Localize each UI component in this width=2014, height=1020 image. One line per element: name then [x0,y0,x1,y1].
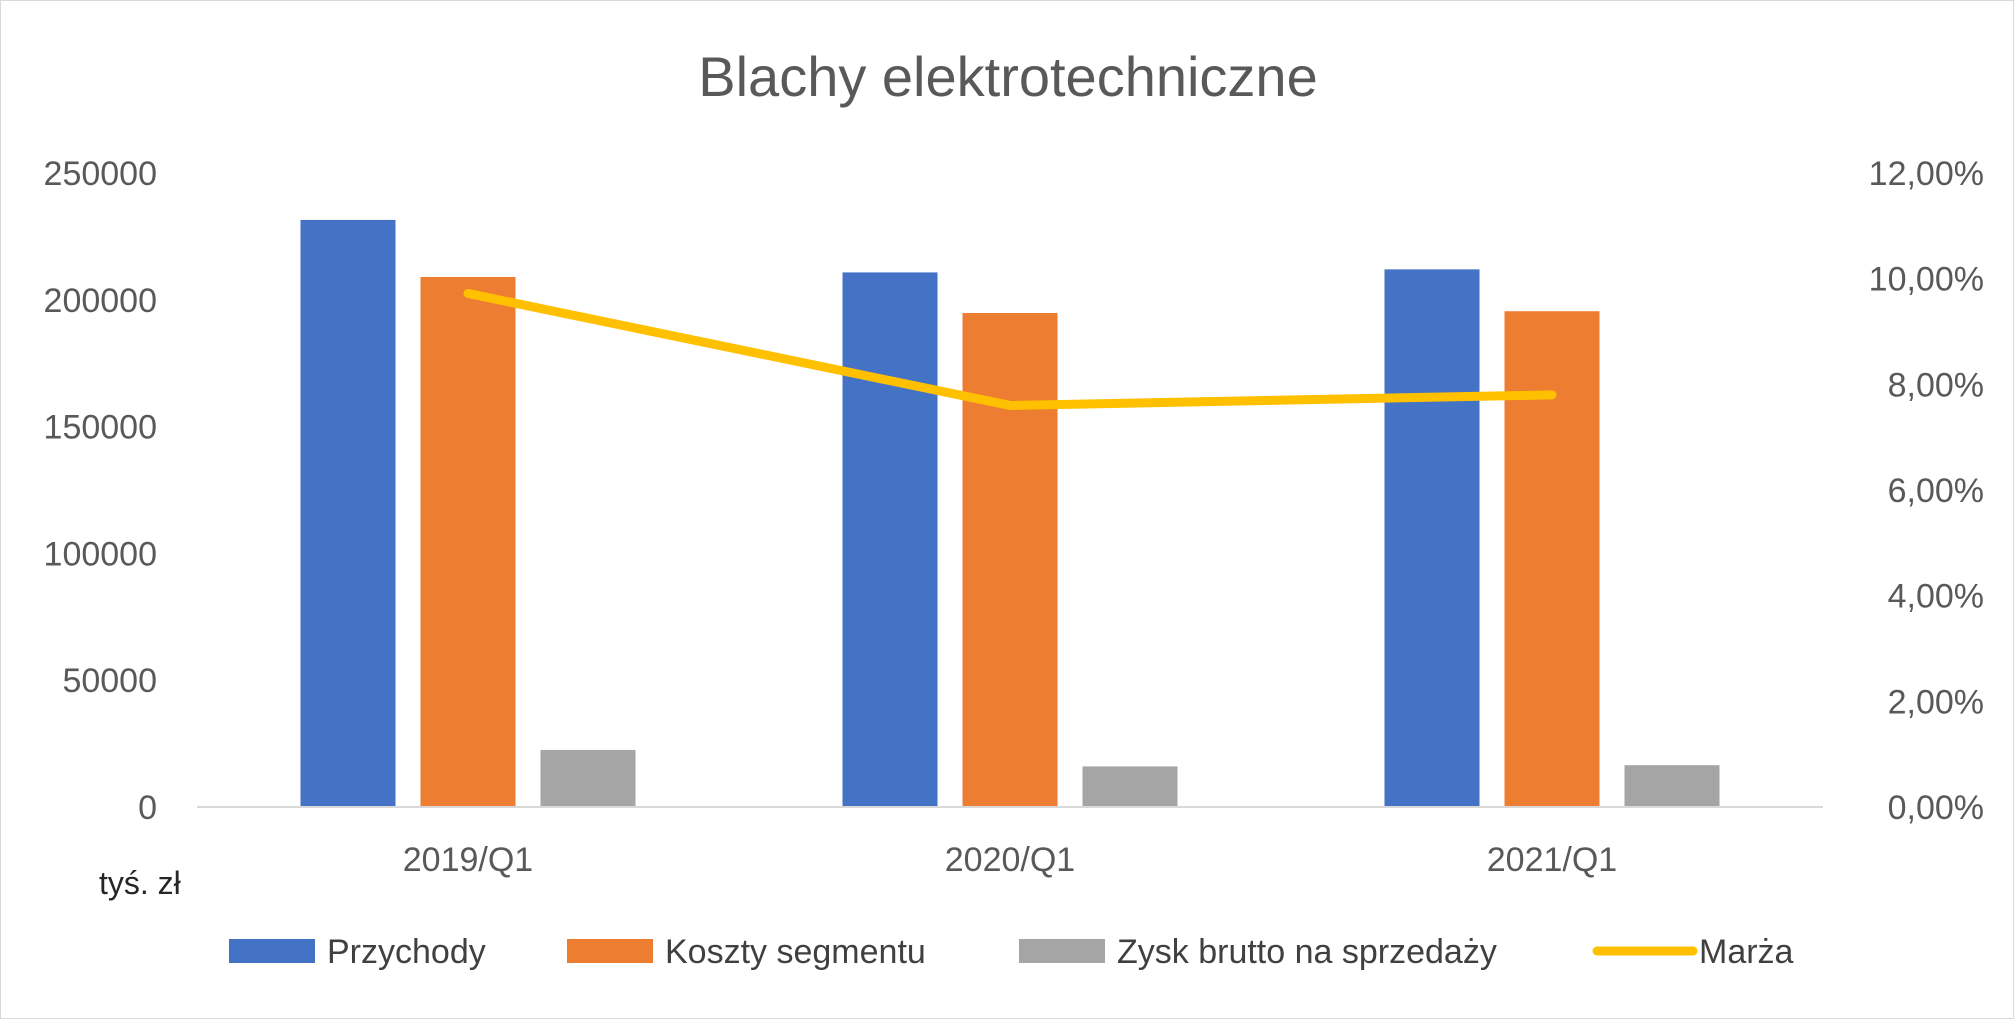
legend-label: Koszty segmentu [665,933,926,971]
legend: Przychody Koszty segmentu Zysk brutto na s… [229,933,1794,971]
y-left-tick-label: 200000 [44,282,157,320]
line-series-group [463,288,1557,410]
legend-swatch [567,939,653,963]
y-right-tick-label: 4,00% [1888,578,1984,616]
y-right-tick-label: 10,00% [1869,261,1984,299]
unit-label: tyś. zł [99,865,181,901]
y-axis-right: 0,00% 2,00% 4,00% 6,00% 8,00% 10,00% 12,00% [1869,155,1984,827]
y-left-tick-label: 0 [138,789,157,827]
x-tick-label: 2020/Q1 [945,841,1075,879]
x-tick-label: 2019/Q1 [403,841,533,879]
chart-title: Blachy elektrotechniczne [698,45,1317,108]
bar-przychody-2 [1384,269,1480,807]
x-axis: 2019/Q1 2020/Q1 2021/Q1 [403,841,1617,879]
y-right-tick-label: 8,00% [1888,366,1984,404]
y-axis-left: 0 50000 100000 150000 200000 250000 [44,155,157,827]
y-right-tick-label: 0,00% [1888,789,1984,827]
y-right-tick-label: 6,00% [1888,472,1984,510]
y-right-tick-label: 12,00% [1869,155,1984,193]
bar-koszty-segmentu-2 [1504,311,1600,807]
bar-zysk-brutto-na-sprzeda-y-0 [540,749,636,807]
y-right-tick-label: 2,00% [1888,683,1984,721]
legend-swatch [1019,939,1105,963]
x-tick-label: 2021/Q1 [1487,841,1617,879]
line-mar-a [463,288,1557,410]
y-left-tick-label: 150000 [44,409,157,447]
legend-label: Zysk brutto na sprzedaży [1117,933,1497,971]
bar-przychody-1 [842,272,938,807]
bar-zysk-brutto-na-sprzeda-y-1 [1082,766,1178,807]
bar-koszty-segmentu-1 [962,312,1058,807]
bar-zysk-brutto-na-sprzeda-y-2 [1624,765,1720,807]
legend-label: Marża [1699,933,1794,971]
bar-series-group [300,219,1720,807]
bar-przychody-0 [300,219,396,807]
y-left-tick-label: 250000 [44,155,157,193]
legend-label: Przychody [327,933,486,971]
bar-koszty-segmentu-0 [420,276,516,807]
legend-swatch [229,939,315,963]
y-left-tick-label: 100000 [44,535,157,573]
y-left-tick-label: 50000 [62,662,157,700]
